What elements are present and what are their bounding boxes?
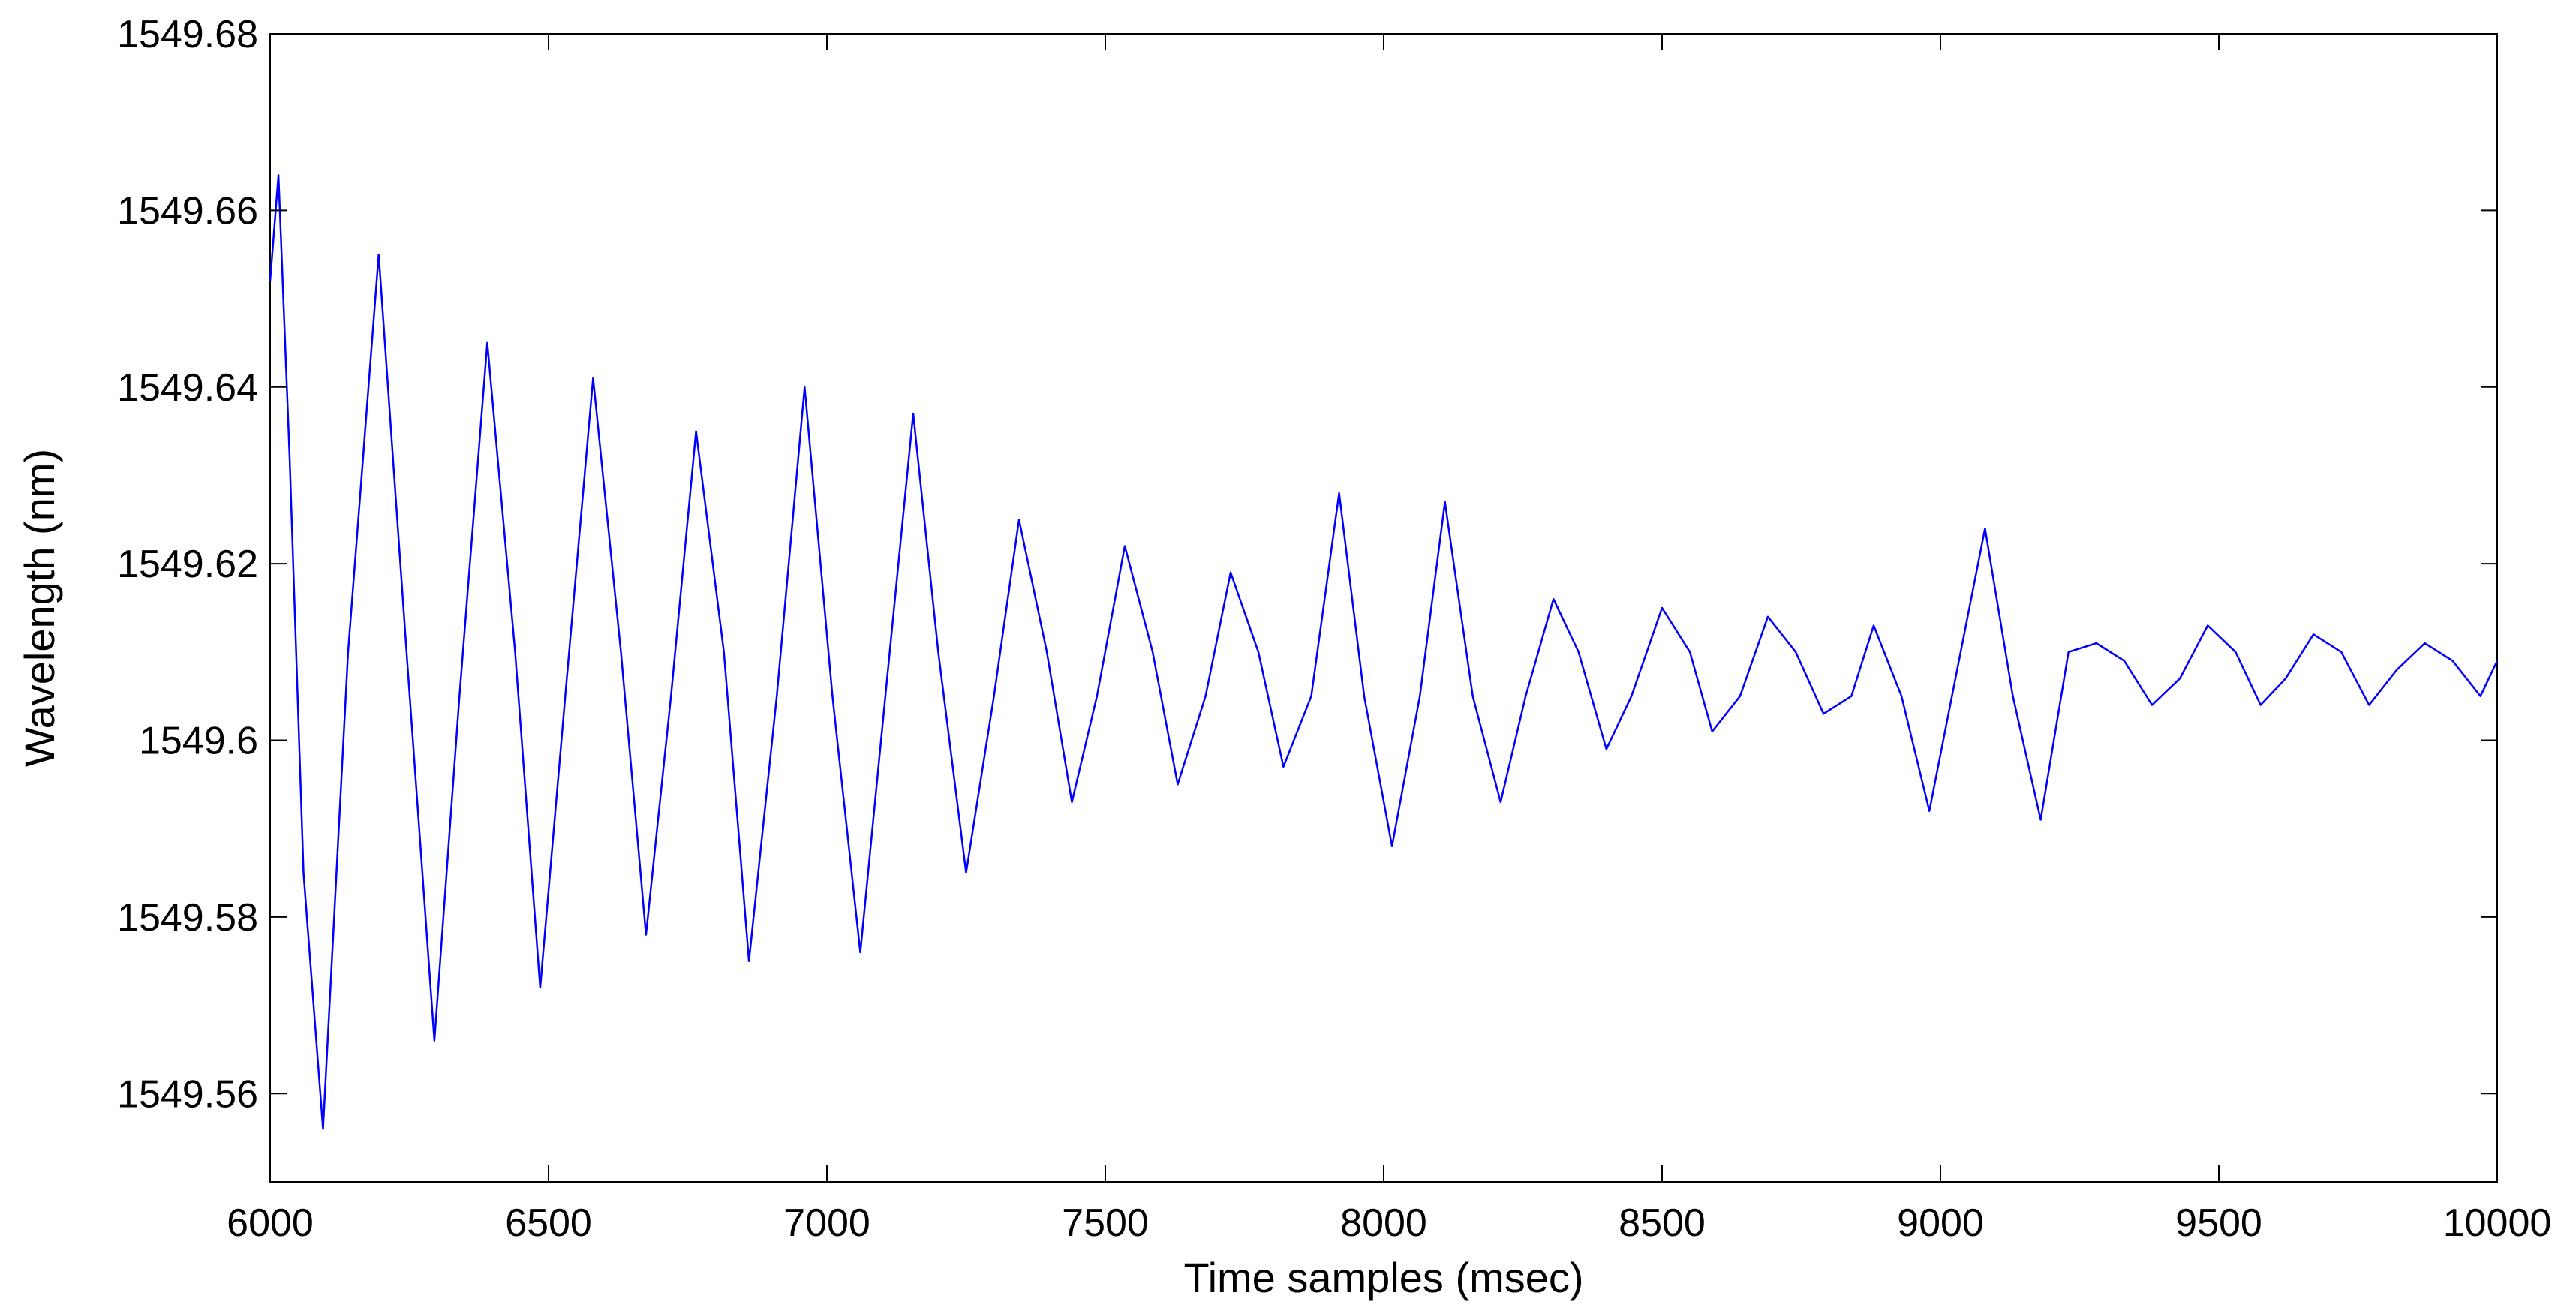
x-tick-label: 8500 — [1619, 1201, 1706, 1245]
x-tick-label: 9500 — [2175, 1201, 2262, 1245]
plot-area — [269, 33, 2498, 1183]
y-tick-label: 1549.68 — [117, 13, 258, 56]
x-tick-label: 7500 — [1062, 1201, 1149, 1245]
y-tick-label: 1549.6 — [139, 720, 258, 763]
y-tick-label: 1549.64 — [117, 366, 258, 410]
series-layer — [269, 174, 2499, 1130]
x-tick-label: 7000 — [783, 1201, 870, 1245]
y-axis-title: Wavelength (nm) — [16, 449, 63, 767]
x-tick-label: 10000 — [2443, 1201, 2552, 1245]
series-line-0 — [269, 174, 2499, 1130]
x-tick-label: 6500 — [505, 1201, 592, 1245]
x-tick-label: 9000 — [1897, 1201, 1984, 1245]
y-tick-label: 1549.58 — [117, 896, 258, 940]
x-tick-label: 8000 — [1340, 1201, 1427, 1245]
y-tick-label: 1549.66 — [117, 189, 258, 233]
x-axis: 6000 6500 7000 7500 8000 8500 9000 9500 10000 — [227, 34, 2551, 1245]
x-tick-label: 6000 — [227, 1201, 314, 1245]
y-tick-label: 1549.56 — [117, 1072, 258, 1116]
y-axis: 1549.56 1549.58 1549.6 1549.62 1549.64 1549.6… — [117, 13, 2497, 1116]
y-tick-label: 1549.62 — [117, 543, 258, 586]
plot-frame — [269, 33, 2498, 1183]
x-axis-title: Time samples (msec) — [1183, 1254, 1583, 1301]
